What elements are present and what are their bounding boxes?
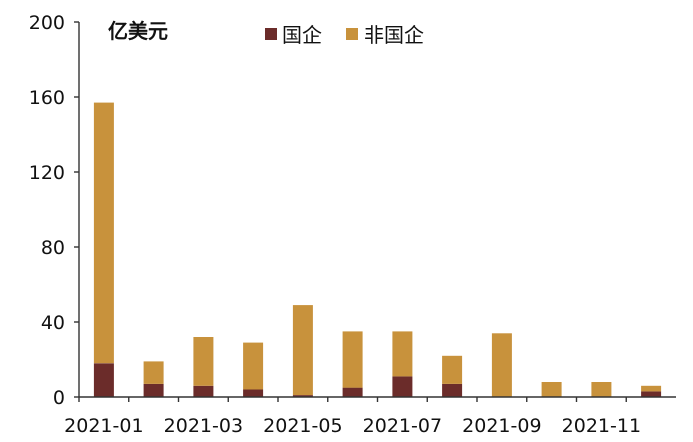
x-tick-label: 2021-07 (363, 415, 442, 437)
bars-group (93, 102, 662, 398)
bar-soe-2021-02 (143, 383, 164, 397)
y-axis-ticks: 0 40 80 120 160 200 (29, 12, 79, 409)
y-tick-label: 120 (29, 162, 65, 184)
legend-label-soe: 国企 (282, 23, 322, 47)
bar-soe-2021-08 (442, 383, 463, 397)
y-tick-label: 200 (29, 12, 65, 34)
bar-soe-2021-12 (641, 391, 662, 397)
bar-non-soe-2021-04 (243, 342, 264, 390)
bar-non-soe-2021-05 (292, 305, 313, 396)
bar-soe-2021-03 (193, 385, 214, 398)
x-tick-label: 2021-11 (562, 415, 641, 437)
bar-soe-2021-04 (243, 389, 264, 397)
legend-swatch-non-soe (346, 28, 358, 40)
bar-soe-2021-07 (392, 376, 413, 397)
bar-non-soe-2021-02 (143, 361, 164, 384)
x-tick-label: 2021-05 (263, 415, 342, 437)
bar-non-soe-2021-11 (591, 382, 612, 397)
legend: 国企 非国企 (265, 23, 424, 47)
bar-non-soe-2021-06 (342, 331, 363, 388)
bar-non-soe-2021-01 (93, 102, 114, 364)
legend-label-non-soe: 非国企 (364, 23, 424, 47)
legend-swatch-soe (265, 28, 277, 40)
y-tick-label: 80 (41, 237, 65, 259)
bar-non-soe-2021-03 (193, 337, 214, 386)
bar-soe-2021-05 (292, 395, 313, 397)
bar-non-soe-2021-10 (541, 382, 562, 397)
y-tick-label: 40 (41, 312, 65, 334)
bar-non-soe-2021-07 (392, 331, 413, 377)
bar-soe-2021-06 (342, 387, 363, 397)
y-tick-label: 0 (53, 387, 65, 409)
bar-non-soe-2021-08 (442, 355, 463, 384)
bar-soe-2021-01 (93, 363, 114, 398)
x-axis-ticks: 2021-01 2021-03 2021-05 2021-07 2021-09 2021-… (64, 397, 641, 437)
bar-non-soe-2021-09 (491, 333, 512, 398)
x-tick-label: 2021-01 (64, 415, 143, 437)
y-unit-label: 亿美元 (108, 19, 168, 43)
bar-non-soe-2021-12 (641, 385, 662, 392)
y-tick-label: 160 (29, 87, 65, 109)
x-tick-label: 2021-03 (164, 415, 243, 437)
x-tick-label: 2021-09 (462, 415, 541, 437)
